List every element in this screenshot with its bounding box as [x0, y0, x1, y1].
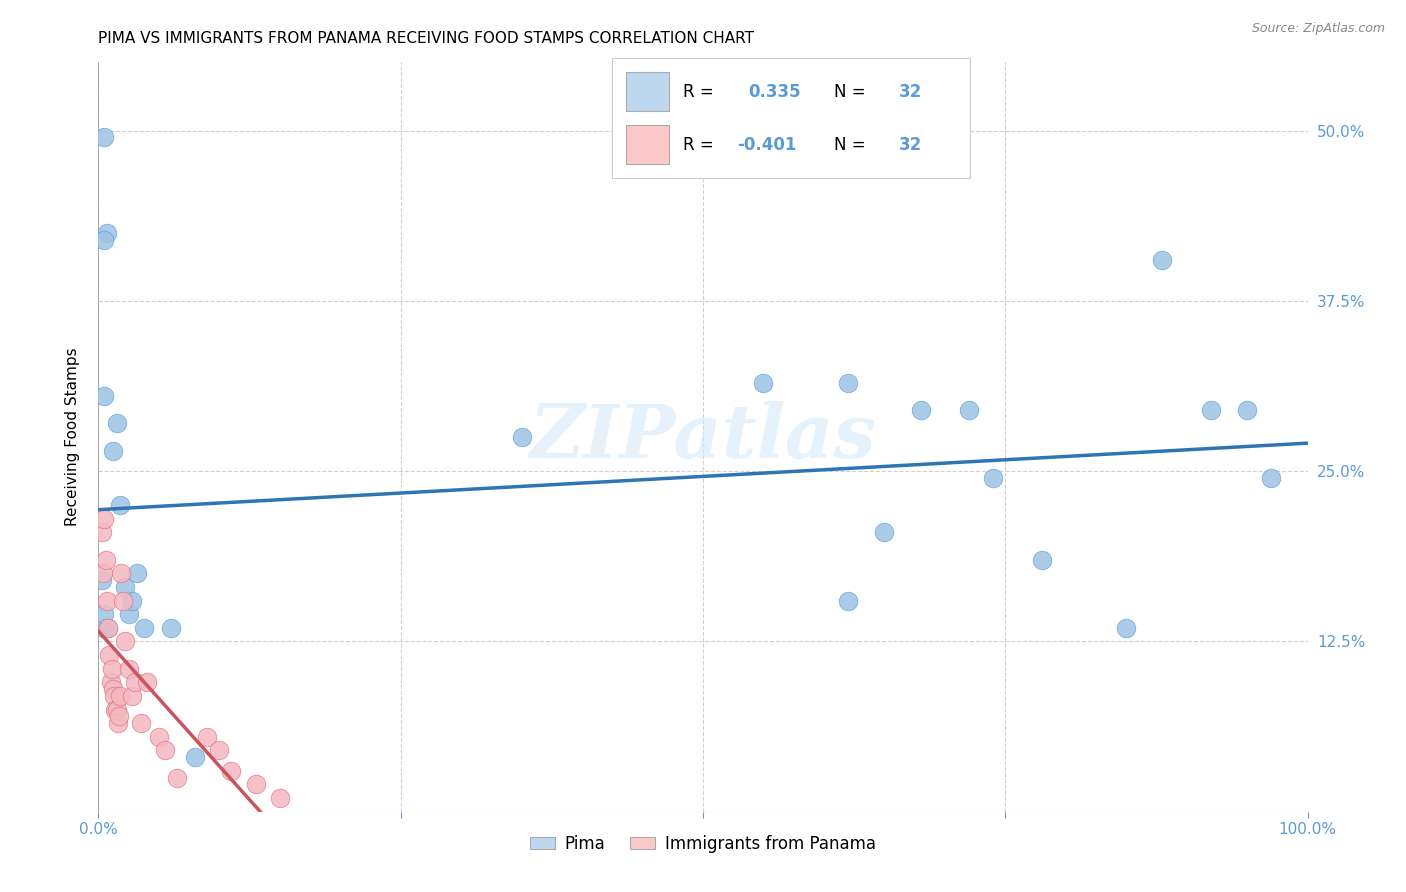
- Point: [108, 709, 131, 723]
- Point: [160, 621, 183, 635]
- Text: 0.335: 0.335: [748, 83, 800, 101]
- Point: [118, 607, 141, 622]
- Point: [93, 512, 115, 526]
- Point: [1199, 402, 1222, 417]
- Point: [94, 552, 117, 566]
- Point: [1031, 552, 1053, 566]
- Point: [121, 593, 143, 607]
- Point: [93, 607, 115, 622]
- Legend: Pima, Immigrants from Panama: Pima, Immigrants from Panama: [523, 829, 883, 860]
- Point: [111, 593, 134, 607]
- Text: R =: R =: [683, 83, 720, 101]
- Point: [129, 716, 152, 731]
- Point: [108, 498, 131, 512]
- Point: [96, 593, 118, 607]
- Text: N =: N =: [834, 136, 870, 153]
- Point: [103, 689, 125, 703]
- Point: [1115, 621, 1137, 635]
- Point: [100, 675, 122, 690]
- Text: N =: N =: [834, 83, 870, 101]
- Point: [153, 743, 176, 757]
- Point: [91, 566, 114, 581]
- Text: -0.401: -0.401: [737, 136, 796, 153]
- Point: [97, 621, 120, 635]
- Point: [118, 662, 141, 676]
- Point: [114, 634, 136, 648]
- Point: [510, 430, 533, 444]
- Point: [148, 730, 170, 744]
- Text: 32: 32: [898, 136, 922, 153]
- FancyBboxPatch shape: [626, 72, 669, 111]
- Point: [910, 402, 932, 417]
- Point: [124, 675, 146, 690]
- Point: [1152, 252, 1174, 267]
- Point: [91, 573, 114, 587]
- Point: [97, 621, 120, 635]
- Point: [184, 750, 207, 764]
- Point: [837, 376, 859, 390]
- Point: [134, 621, 156, 635]
- Point: [101, 682, 124, 697]
- Point: [873, 525, 896, 540]
- Point: [107, 716, 129, 731]
- Point: [93, 233, 115, 247]
- Point: [166, 771, 188, 785]
- Point: [91, 525, 114, 540]
- Point: [1260, 471, 1282, 485]
- Point: [195, 730, 218, 744]
- Point: [108, 689, 131, 703]
- Point: [245, 777, 267, 791]
- Y-axis label: Receiving Food Stamps: Receiving Food Stamps: [65, 348, 80, 526]
- Point: [269, 791, 291, 805]
- Point: [96, 226, 118, 240]
- Point: [981, 471, 1004, 485]
- Point: [221, 764, 243, 778]
- Text: ZIPatlas: ZIPatlas: [530, 401, 876, 474]
- Point: [105, 702, 128, 716]
- Text: Source: ZipAtlas.com: Source: ZipAtlas.com: [1251, 22, 1385, 36]
- Point: [837, 593, 859, 607]
- Point: [957, 402, 980, 417]
- Point: [104, 702, 127, 716]
- Point: [752, 376, 775, 390]
- Point: [135, 675, 157, 690]
- Point: [1236, 402, 1258, 417]
- Point: [98, 648, 121, 662]
- Point: [100, 662, 122, 676]
- Point: [105, 417, 128, 431]
- Point: [110, 566, 132, 581]
- Text: PIMA VS IMMIGRANTS FROM PANAMA RECEIVING FOOD STAMPS CORRELATION CHART: PIMA VS IMMIGRANTS FROM PANAMA RECEIVING…: [98, 31, 755, 46]
- Point: [121, 689, 143, 703]
- Point: [93, 389, 115, 403]
- Point: [114, 580, 136, 594]
- FancyBboxPatch shape: [626, 126, 669, 164]
- Point: [127, 566, 149, 581]
- Text: 32: 32: [898, 83, 922, 101]
- Point: [93, 130, 115, 145]
- Point: [93, 621, 115, 635]
- Text: R =: R =: [683, 136, 720, 153]
- Point: [208, 743, 231, 757]
- Point: [101, 443, 124, 458]
